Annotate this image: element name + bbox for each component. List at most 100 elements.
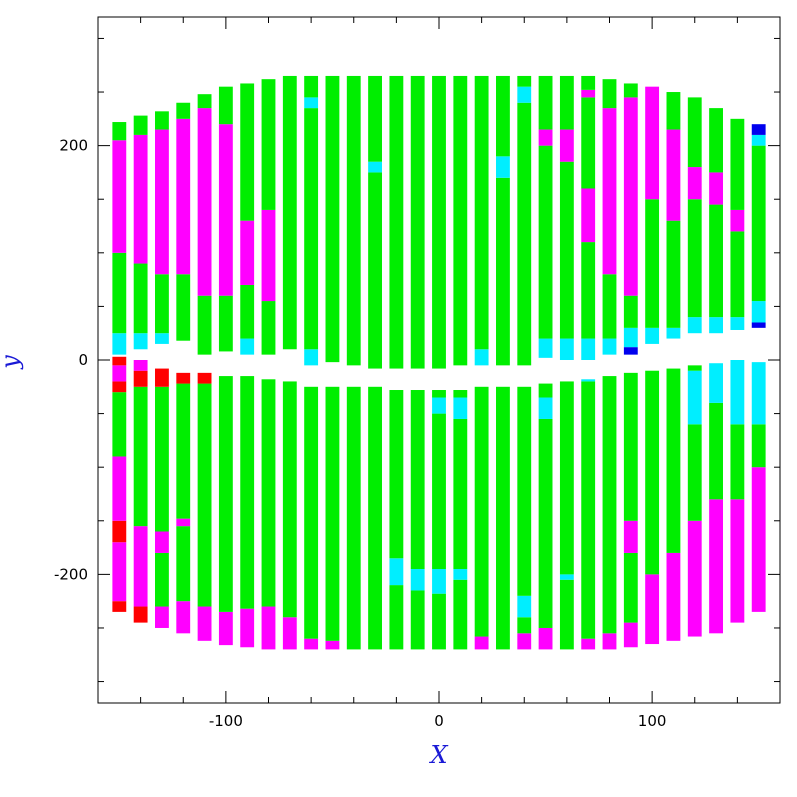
heatmap-cell-top-24 bbox=[623, 347, 638, 355]
heatmap-cell-bottom-0 bbox=[112, 601, 127, 612]
heatmap-cell-top-23 bbox=[602, 274, 617, 339]
heatmap-cell-top-19 bbox=[517, 102, 532, 366]
plot-frame bbox=[97, 16, 781, 704]
heatmap-cell-top-20 bbox=[538, 145, 553, 339]
heatmap-cell-bottom-17 bbox=[474, 636, 489, 650]
heatmap-cell-top-9 bbox=[304, 75, 319, 98]
tick-labels: -100 0 100 -200 0 200 bbox=[54, 137, 666, 730]
heatmap-cell-bottom-6 bbox=[240, 376, 255, 609]
heatmap-cell-top-4 bbox=[197, 108, 212, 296]
heatmap-cell-top-2 bbox=[155, 111, 169, 130]
heatmap-cell-top-29 bbox=[730, 231, 745, 318]
heatmap-cell-top-30 bbox=[751, 134, 766, 146]
heatmap-cell-bottom-2 bbox=[155, 368, 169, 387]
heatmap-cell-bottom-8 bbox=[282, 381, 297, 618]
heatmap-cell-bottom-10 bbox=[325, 640, 340, 650]
heatmap-cell-top-1 bbox=[133, 115, 148, 135]
heatmap-cell-bottom-25 bbox=[645, 574, 660, 645]
heatmap-cell-bottom-1 bbox=[133, 386, 148, 527]
x-tick-label: 0 bbox=[434, 712, 444, 730]
heatmap-cell-top-19 bbox=[517, 75, 532, 87]
heatmap-cell-top-16 bbox=[453, 75, 468, 366]
heatmap-cell-bottom-1 bbox=[133, 370, 148, 387]
heatmap-cell-top-14 bbox=[410, 75, 425, 369]
heatmap-cell-bottom-26 bbox=[666, 368, 681, 553]
heatmap-cell-top-4 bbox=[197, 295, 212, 355]
heatmap-cell-top-24 bbox=[623, 327, 638, 348]
heatmap-cell-top-11 bbox=[346, 75, 361, 366]
heatmap-cell-top-25 bbox=[645, 86, 660, 200]
heatmap-cell-bottom-12 bbox=[368, 386, 382, 650]
heatmap-cell-bottom-28 bbox=[709, 402, 723, 500]
heatmap-cells bbox=[112, 75, 766, 650]
heatmap-cell-top-21 bbox=[559, 338, 574, 360]
heatmap-cell-bottom-30 bbox=[751, 362, 766, 425]
heatmap-cell-top-6 bbox=[240, 338, 255, 355]
heatmap-cell-bottom-16 bbox=[453, 579, 468, 650]
heatmap-cell-top-27 bbox=[687, 317, 702, 334]
heatmap-cell-bottom-24 bbox=[623, 622, 638, 648]
heatmap-cell-bottom-19 bbox=[517, 617, 532, 634]
heatmap-cell-top-30 bbox=[751, 124, 766, 135]
heatmap-cell-top-28 bbox=[709, 172, 723, 205]
heatmap-cell-bottom-2 bbox=[155, 531, 169, 553]
heatmap-cell-top-13 bbox=[389, 75, 404, 369]
heatmap-cell-bottom-29 bbox=[730, 424, 745, 500]
heatmap-cell-top-18 bbox=[496, 75, 510, 157]
heatmap-cell-top-23 bbox=[602, 108, 617, 275]
heatmap-cell-top-22 bbox=[581, 242, 596, 339]
heatmap-cell-top-7 bbox=[261, 79, 276, 210]
heatmap-cell-top-9 bbox=[304, 97, 319, 109]
heatmap-cell-bottom-4 bbox=[197, 372, 212, 384]
heatmap-cell-top-7 bbox=[261, 301, 276, 355]
heatmap-cell-top-8 bbox=[282, 75, 297, 350]
heatmap-cell-bottom-4 bbox=[197, 606, 212, 641]
heatmap-cell-bottom-30 bbox=[751, 467, 766, 612]
heatmap-cell-bottom-19 bbox=[517, 595, 532, 618]
heatmap-cell-top-23 bbox=[602, 79, 617, 109]
heatmap-cell-bottom-30 bbox=[751, 424, 766, 468]
y-tick-label: 0 bbox=[78, 351, 88, 369]
heatmap-cell-bottom-2 bbox=[155, 552, 169, 607]
heatmap-cell-top-27 bbox=[687, 97, 702, 168]
heatmap-cell-bottom-8 bbox=[282, 617, 297, 650]
heatmap-cell-bottom-0 bbox=[112, 381, 127, 393]
y-tick-label: -200 bbox=[54, 565, 88, 583]
heatmap-cell-top-29 bbox=[730, 209, 745, 232]
heatmap-cell-bottom-28 bbox=[709, 499, 723, 634]
heatmap-cell-bottom-0 bbox=[112, 365, 127, 382]
heatmap-cell-top-15 bbox=[432, 75, 446, 369]
heatmap-cell-bottom-16 bbox=[453, 397, 468, 419]
heatmap-cell-bottom-14 bbox=[410, 590, 425, 650]
heatmap-cell-bottom-0 bbox=[112, 456, 127, 521]
heatmap-cell-top-20 bbox=[538, 75, 553, 130]
heatmap-cell-top-25 bbox=[645, 327, 660, 344]
heatmap-cell-bottom-13 bbox=[389, 585, 404, 650]
heatmap-cell-bottom-7 bbox=[261, 606, 276, 650]
heatmap-cell-bottom-20 bbox=[538, 627, 553, 650]
heatmap-cell-bottom-0 bbox=[112, 542, 127, 602]
heatmap-cell-top-21 bbox=[559, 129, 574, 162]
heatmap-cell-bottom-20 bbox=[538, 397, 553, 419]
heatmap-cell-top-30 bbox=[751, 322, 766, 328]
heatmap-cell-bottom-14 bbox=[410, 569, 425, 591]
heatmap-cell-top-18 bbox=[496, 156, 510, 178]
heatmap-cell-top-12 bbox=[368, 172, 382, 369]
heatmap-cell-bottom-1 bbox=[133, 606, 148, 623]
heatmap-cell-bottom-21 bbox=[559, 381, 574, 575]
heatmap-cell-bottom-19 bbox=[517, 633, 532, 650]
heatmap-cell-top-26 bbox=[666, 129, 681, 221]
heatmap-cell-top-22 bbox=[581, 97, 596, 189]
heatmap-cell-bottom-22 bbox=[581, 638, 596, 650]
heatmap-cell-top-0 bbox=[112, 333, 127, 355]
heatmap-cell-bottom-13 bbox=[389, 390, 404, 559]
heatmap-cell-bottom-0 bbox=[112, 520, 127, 543]
heatmap-cell-top-22 bbox=[581, 75, 596, 90]
heatmap-cell-bottom-0 bbox=[112, 356, 127, 366]
heatmap-cell-top-17 bbox=[474, 75, 489, 350]
heatmap-cell-bottom-2 bbox=[155, 606, 169, 628]
heatmap-cell-top-6 bbox=[240, 284, 255, 339]
heatmap-cell-top-18 bbox=[496, 177, 510, 366]
heatmap-cell-top-30 bbox=[751, 145, 766, 302]
